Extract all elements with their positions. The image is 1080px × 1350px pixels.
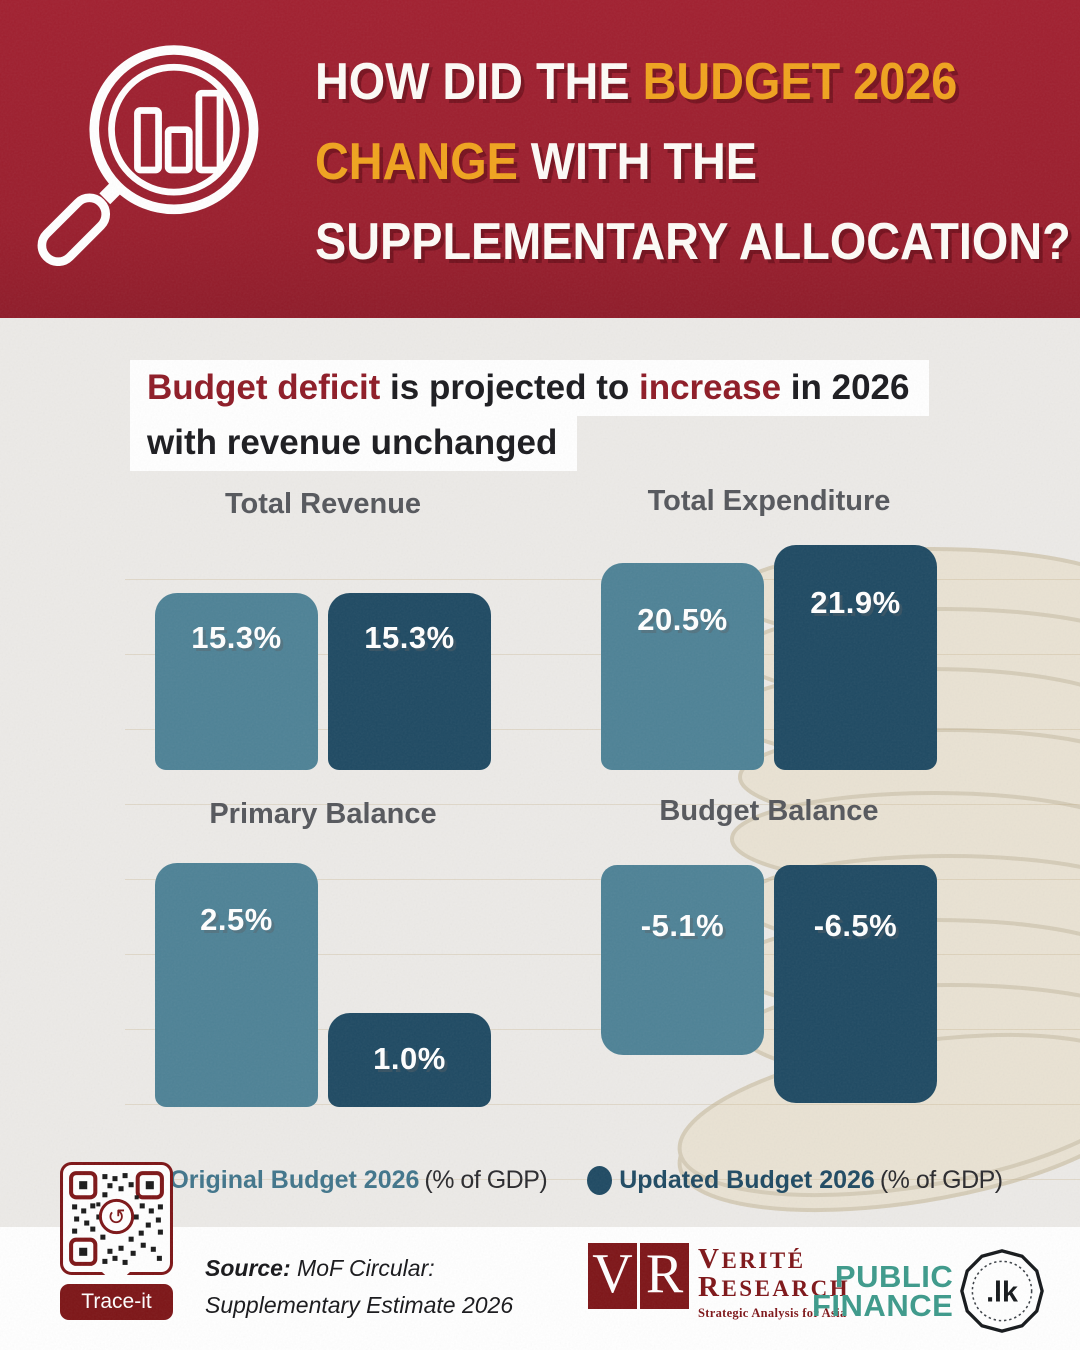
legend-suffix: (% of GDP) [424,1165,548,1194]
bar-value-label: -6.5% [813,908,898,943]
bar-original-total-revenue: 15.3% [155,593,318,770]
header-banner: HOW DID THE BUDGET 2026 CHANGE WITH THE … [0,0,1080,318]
bar-value-label: -5.1% [640,908,725,943]
bar-original-total-expenditure: 20.5% [601,563,764,770]
bar-value-label: 2.5% [200,902,273,937]
panel-title: Budget Balance [659,795,879,827]
chart-panel-budget-balance: Budget Balance -5.1% -6.5% [601,795,937,1110]
subtitle-line-2: with revenue unchanged [130,415,578,471]
legend-suffix: (% of GDP) [879,1165,1003,1194]
legend-item-updated: Updated Budget 2026 (% of GDP) [587,1165,1003,1195]
bar-updated-primary-balance: 1.0% [328,1013,491,1107]
chart-panel-primary-balance: Primary Balance 2.5% 1.0% [155,798,491,1107]
source-label: Source: [205,1255,291,1281]
subtitle-line-1: Budget deficit is projected to increase … [130,360,930,416]
verite-research-logo: V R VERITÉ RESEARCH Strategic Analysis f… [588,1243,850,1321]
title-highlight-budget-2026: BUDGET 2026 [642,53,958,111]
trace-it-qr-block: ↺ Trace-it [60,1162,173,1320]
chart-panel-total-revenue: Total Revenue 15.3% 15.3% [155,488,491,770]
panel-title: Total Expenditure [647,485,891,517]
publicfinance-lk-logo: PUBLIC FINANCE .lk [812,1248,1045,1334]
svg-text:.lk: .lk [986,1277,1018,1309]
refresh-arrow-icon: ↺ [107,1205,126,1230]
title-highlight-change: CHANGE [315,133,518,191]
chart-panel-total-expenditure: Total Expenditure 20.5% 21.9% [601,485,937,770]
page-title: HOW DID THE BUDGET 2026 CHANGE WITH THE … [315,42,1075,282]
vr-monogram-v: V [588,1243,637,1309]
panel-title: Total Revenue [224,488,422,520]
source-note: Source: MoF Circular: Supplementary Esti… [205,1250,575,1324]
legend-dot-navy [587,1165,613,1195]
title-line-1: HOW DID THE BUDGET 2026 [315,53,958,111]
magnifier-chart-icon [37,45,259,266]
bar-updated-total-revenue: 15.3% [328,593,491,770]
title-line-3: SUPPLEMENTARY ALLOCATION? [315,213,1071,271]
qr-code: ↺ [60,1162,173,1275]
legend-item-original: Original Budget 2026 (% of GDP) [137,1165,548,1195]
bar-value-label: 1.0% [373,1041,446,1076]
legend-label: Updated Budget 2026 [619,1165,875,1194]
bar-value-label: 20.5% [637,602,728,637]
subtitle: Budget deficit is projected to increase … [130,360,930,471]
vr-monogram-r: R [640,1243,689,1309]
title-line-2: CHANGE WITH THE [315,133,757,191]
bar-original-budget-balance: -5.1% [601,865,764,1055]
bar-value-label: 15.3% [191,620,282,655]
bar-value-label: 15.3% [364,620,455,655]
bar-original-primary-balance: 2.5% [155,863,318,1107]
publicfinance-wordmark: PUBLIC FINANCE [812,1259,954,1323]
lk-stamp-icon: .lk [960,1249,1045,1333]
legend-label: Original Budget 2026 [169,1165,420,1194]
bar-updated-total-expenditure: 21.9% [774,545,937,770]
bar-value-label: 21.9% [810,585,901,620]
panel-title: Primary Balance [209,798,437,830]
bar-updated-budget-balance: -6.5% [774,865,937,1103]
chart-legend: Original Budget 2026 (% of GDP) Updated … [130,1160,1010,1200]
trace-it-badge: Trace-it [60,1284,173,1320]
